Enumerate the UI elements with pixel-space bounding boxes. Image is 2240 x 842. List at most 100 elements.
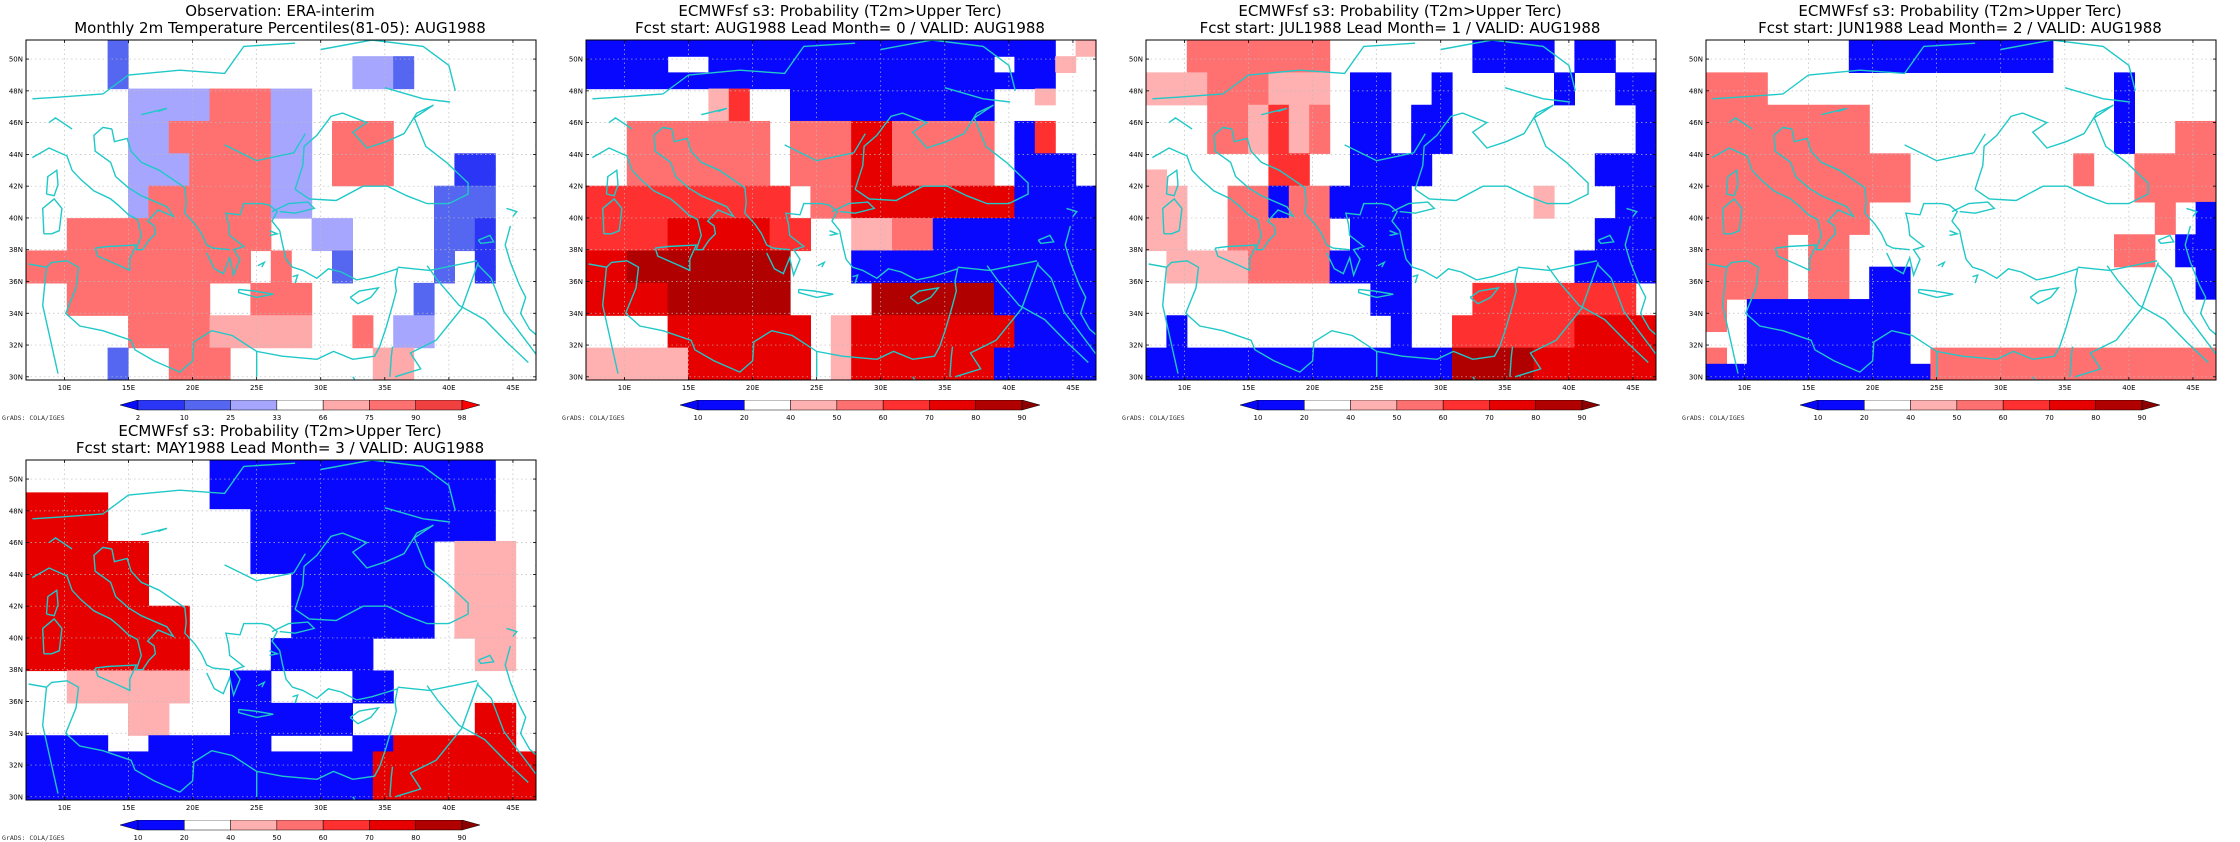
- grid-cell: [1227, 104, 1249, 122]
- grid-cell: [2032, 56, 2054, 73]
- colorbar-segment: [1442, 400, 1490, 411]
- grid-cell: [586, 250, 607, 268]
- grid-cell: [851, 104, 873, 122]
- grid-cell: [474, 460, 496, 477]
- grid-cell: [332, 169, 353, 187]
- grid-cell: [749, 40, 771, 57]
- grid-cell: [1288, 88, 1310, 106]
- grid-cell: [626, 234, 648, 252]
- map-frame: [585, 39, 1097, 381]
- grid-cell: [26, 492, 47, 510]
- grid-cell: [1268, 250, 1290, 268]
- grid-cell: [1186, 347, 1208, 365]
- grid-cell: [128, 557, 149, 574]
- grid-cell: [352, 654, 374, 672]
- grid-cell: [393, 347, 415, 365]
- grid-cell: [1706, 315, 1727, 333]
- grid-cell: [1746, 218, 1768, 235]
- grid-cell: [892, 201, 913, 219]
- coastline: [1596, 263, 1656, 356]
- grid-cell: [973, 120, 995, 138]
- grid-cell: [332, 638, 353, 655]
- grid-cell: [1350, 201, 1371, 219]
- grid-cell: [1767, 266, 1789, 284]
- grid-cell: [749, 201, 771, 219]
- grid-cell: [1574, 266, 1596, 284]
- grid-cell: [454, 783, 476, 800]
- grid-cell: [148, 767, 170, 785]
- lon-tick-label: 30E: [314, 804, 327, 812]
- grid-cell: [148, 331, 170, 349]
- grid-cell: [810, 169, 832, 187]
- grid-cell: [1350, 137, 1371, 154]
- grid-cell: [128, 686, 149, 704]
- grid-cell: [66, 783, 88, 800]
- grid-cell: [107, 573, 129, 591]
- grid-cell: [1268, 218, 1290, 235]
- grid-cell: [230, 315, 251, 333]
- grid-cell: [973, 56, 995, 73]
- grid-cell: [1726, 282, 1748, 300]
- grid-cell: [230, 185, 251, 203]
- grid-cell: [1329, 201, 1351, 219]
- grid-cell: [495, 638, 517, 655]
- grid-cell: [1309, 88, 1331, 106]
- lon-tick-label: 25E: [250, 384, 263, 392]
- grid-cell: [66, 751, 88, 769]
- grid-cell: [372, 120, 394, 138]
- grid-cell: [912, 315, 934, 333]
- grid-cell: [1706, 234, 1727, 252]
- coastline: [1064, 225, 1096, 336]
- grid-cell: [1268, 153, 1290, 171]
- coastline: [592, 42, 856, 100]
- grid-cell: [1746, 72, 1768, 90]
- grid-cell: [749, 72, 771, 90]
- grid-cell: [1746, 104, 1768, 122]
- grid-cell: [1146, 88, 1167, 106]
- grid-cell: [1309, 104, 1331, 122]
- grid-cell: [1492, 299, 1514, 316]
- grid-cell: [851, 331, 873, 349]
- grid-cell: [912, 137, 934, 154]
- coastline: [41, 197, 63, 235]
- colorbar-segment: [137, 400, 185, 411]
- grid-cell: [189, 218, 211, 235]
- grid-cell: [1309, 72, 1331, 90]
- grid-cell: [291, 508, 313, 526]
- grid-cell: [626, 56, 648, 73]
- grid-cell: [667, 234, 689, 252]
- grid-cell: [2114, 137, 2135, 154]
- colorbar-label: 33: [272, 414, 281, 422]
- grid-cell: [87, 508, 109, 526]
- grid-cell: [1615, 218, 1637, 235]
- grid-cell: [332, 460, 353, 477]
- grid-cell: [107, 266, 129, 284]
- grid-cell: [1431, 137, 1453, 154]
- grid-cell: [586, 299, 607, 316]
- grid-cell: [1014, 315, 1036, 333]
- grid-cell: [912, 153, 934, 171]
- grid-cell: [148, 153, 170, 171]
- grid-cell: [1594, 331, 1616, 349]
- grid-cell: [474, 169, 496, 187]
- grid-cell: [209, 234, 231, 252]
- coastline: [2156, 263, 2216, 356]
- grid-cell: [1055, 315, 1077, 333]
- grid-cell: [352, 783, 374, 800]
- grid-cell: [474, 573, 496, 591]
- grid-cell: [994, 266, 1015, 284]
- grid-cell: [667, 299, 689, 316]
- colorbar-label: 70: [2045, 414, 2054, 422]
- grid-cell: [189, 363, 211, 380]
- grid-cell: [1594, 347, 1616, 365]
- grid-cell: [708, 120, 730, 138]
- grid-cell: [1207, 347, 1229, 365]
- lon-tick-label: 10E: [58, 384, 71, 392]
- grid-cell: [1828, 363, 1850, 380]
- grid-cell: [626, 299, 648, 316]
- colorbar-segment: [836, 400, 884, 411]
- grid-cell: [413, 508, 435, 526]
- grid-cell: [912, 234, 934, 252]
- grid-cell: [769, 201, 791, 219]
- grid-cell: [1787, 363, 1809, 380]
